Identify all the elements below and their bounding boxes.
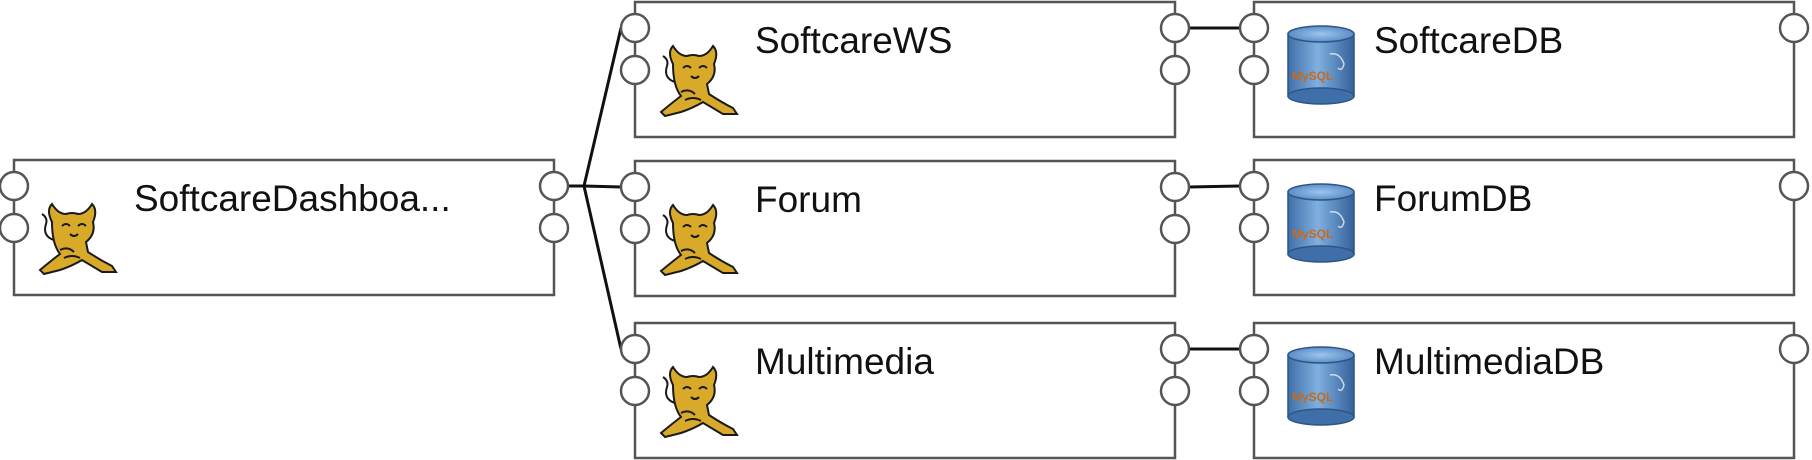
node-forum[interactable]: Forum [619,159,1191,298]
node-label: SoftcareWS [755,20,952,61]
node-label: Multimedia [755,341,934,382]
mysql-database-icon: MySQL [1287,346,1355,426]
node-ws[interactable]: SoftcareWS [619,0,1191,139]
connectors [568,26,1241,351]
port-left-2[interactable] [619,213,651,245]
port-left-1[interactable] [619,333,651,365]
port-left-1[interactable] [619,12,651,44]
port-left-1[interactable] [1238,170,1270,202]
port-right-1[interactable] [1778,12,1810,44]
port-right-2[interactable] [538,212,570,244]
port-left-2[interactable] [1238,212,1270,244]
connector-forum-to-forumdb[interactable] [1188,184,1241,189]
mysql-logo-text: MySQL [1292,227,1333,241]
mysql-database-icon: MySQL [1287,25,1355,105]
node-label: SoftcareDB [1374,20,1563,61]
port-left-1[interactable] [1238,333,1270,365]
port-left-1[interactable] [1238,12,1270,44]
node-label: MultimediaDB [1374,341,1604,382]
node-multimediadb[interactable]: MySQL MultimediaDB [1238,321,1810,460]
port-right-2[interactable] [1159,54,1191,86]
port-left-2[interactable] [1238,375,1270,407]
port-right-1[interactable] [1159,171,1191,203]
port-left-2[interactable] [619,375,651,407]
node-multimedia[interactable]: Multimedia [619,321,1191,460]
node-box [633,159,1177,298]
connector-dashboard-to-ws[interactable] [568,27,623,188]
port-right-1[interactable] [538,170,570,202]
port-left-1[interactable] [0,170,30,202]
port-right-1[interactable] [1159,333,1191,365]
node-label: ForumDB [1374,178,1532,219]
port-left-2[interactable] [619,54,651,86]
port-right-1[interactable] [1778,333,1810,365]
mysql-logo-text: MySQL [1292,69,1333,83]
node-softcaredb[interactable]: MySQL SoftcareDB [1238,0,1810,139]
node-label: Forum [755,179,862,220]
node-forumdb[interactable]: MySQL ForumDB [1238,158,1810,297]
node-label: SoftcareDashboa... [134,178,451,219]
port-left-2[interactable] [0,212,30,244]
port-right-2[interactable] [1159,213,1191,245]
port-right-2[interactable] [1159,375,1191,407]
mysql-database-icon: MySQL [1287,183,1355,263]
mysql-logo-text: MySQL [1292,390,1333,404]
node-dashboard[interactable]: SoftcareDashboa... [0,158,570,297]
port-right-1[interactable] [1778,170,1810,202]
port-left-1[interactable] [619,171,651,203]
port-left-2[interactable] [1238,54,1270,86]
connector-dashboard-to-multimedia[interactable] [568,184,623,350]
port-right-1[interactable] [1159,12,1191,44]
